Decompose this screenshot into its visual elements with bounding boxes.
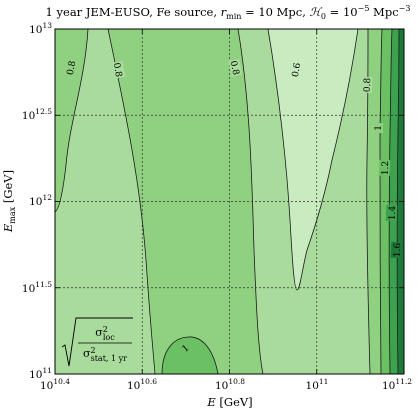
x-tick-label-2: 1010.6 — [127, 377, 157, 392]
y-axis-symbol: E — [1, 223, 15, 233]
y-tick-exp-4: 12.5 — [35, 107, 52, 116]
title-prefix: 1 year JEM-EUSO, Fe source, — [46, 5, 221, 19]
contour-label-right-5: 1.6 — [393, 242, 404, 257]
y-tick-exp-5: 13 — [42, 21, 52, 30]
x-axis-label: E [GeV] — [206, 395, 252, 409]
contour-lines — [55, 29, 400, 374]
x-tick-exp-4: 11 — [319, 377, 329, 386]
chart-title: 1 year JEM-EUSO, Fe source, rmin = 10 Mp… — [46, 4, 411, 21]
y-tick-exp-3: 12 — [42, 193, 52, 202]
num-sup: 2 — [103, 325, 108, 334]
contour-label-right-3: 1.2 — [381, 161, 391, 176]
contour-region-bottom-blob — [162, 336, 218, 374]
contour-line-right-3 — [388, 29, 393, 374]
y-tick-exp-1: 11 — [42, 366, 52, 375]
x-axis-symbol: E — [206, 395, 216, 409]
title-h0-value: = 10 — [326, 5, 358, 19]
y-tick-label-5: 1013 — [29, 21, 52, 36]
contour-line-right-2 — [379, 29, 383, 374]
x-tick-exp-3: 10.8 — [228, 377, 245, 386]
contour-line-central-right — [237, 29, 264, 374]
y-tick-base-5: 10 — [29, 24, 42, 36]
contour-label-right-4: 1.4 — [388, 205, 399, 220]
y-tick-base-3: 10 — [29, 196, 42, 208]
axis-ticks — [54, 28, 405, 375]
sqrt-symbol — [61, 317, 133, 367]
ratio-numerator: σ2 loc — [95, 325, 115, 342]
plot-area — [55, 29, 404, 374]
contour-label-central-left: 0.8 — [111, 62, 123, 78]
contour-line-right-4 — [396, 29, 400, 374]
contour-label-right-2: 1 — [374, 125, 384, 131]
y-axis-sub: max — [8, 206, 17, 223]
x-tick-base-1: 10 — [40, 380, 53, 392]
contour-label-central-right: 0.8 — [228, 60, 241, 76]
y-tick-label-1: 1011 — [29, 366, 52, 381]
den-sigma: σ — [83, 347, 91, 360]
contour-label-left: 0.8 — [66, 60, 78, 76]
title-rmin-symbol: r — [221, 5, 228, 19]
y-tick-label-2: 1011.5 — [22, 280, 52, 295]
x-tick-base-3: 10 — [215, 380, 228, 392]
contour-label-right-1: 0.8 — [363, 77, 374, 92]
y-tick-label-3: 1012 — [29, 193, 52, 208]
ratio-denominator: σ2 stat, 1 yr — [83, 346, 127, 363]
contour-labels: 0.8 0.8 0.8 0.6 0.8 1 1.2 1.4 1.6 1 — [63, 58, 404, 355]
num-sub: loc — [103, 333, 115, 342]
x-tick-label-1: 1010.4 — [40, 377, 70, 392]
title-h0-sub: 0 — [321, 12, 326, 21]
num-sigma: σ — [95, 326, 103, 339]
x-tick-label-3: 1010.8 — [215, 377, 245, 392]
x-tick-labels: 1010.4 1010.6 1010.8 1011 1011.2 — [40, 377, 412, 392]
contour-region-left — [55, 29, 88, 212]
x-tick-base-5: 10 — [382, 380, 395, 392]
grid — [55, 29, 404, 374]
contour-line-light — [267, 29, 359, 291]
title-rmin-value: = 10 Mpc, — [241, 5, 309, 19]
y-axis-unit: [GeV] — [1, 170, 15, 207]
x-axis-unit: [GeV] — [216, 395, 253, 409]
contour-label-light: 0.6 — [291, 62, 303, 78]
title-h0-exponent: −5 — [358, 4, 370, 13]
title-h0-unit-exponent: −3 — [399, 4, 411, 13]
y-tick-label-4: 1012.5 — [22, 107, 52, 122]
contour-line-right-1 — [366, 29, 371, 374]
y-tick-base-4: 10 — [22, 110, 35, 122]
contour-line-bottom-blob — [161, 336, 219, 374]
y-axis-label: Emax [GeV] — [1, 170, 17, 233]
y-tick-exp-2: 11.5 — [35, 280, 52, 289]
contour-line-left — [55, 29, 89, 213]
den-sup: 2 — [91, 346, 96, 355]
title-rmin-sub: min — [226, 12, 241, 21]
den-sub: stat, 1 yr — [91, 354, 128, 363]
y-tick-base-1: 10 — [29, 369, 42, 381]
y-tick-labels: 1011 1011.5 1012 1012.5 1013 — [22, 21, 52, 381]
x-tick-label-5: 1011.2 — [382, 377, 412, 392]
contour-label-bottom-blob: 1 — [181, 343, 192, 354]
x-tick-label-4: 1011 — [306, 377, 329, 392]
x-tick-base-2: 10 — [127, 380, 140, 392]
contour-line-central-left — [107, 29, 156, 374]
x-tick-base-4: 10 — [306, 380, 319, 392]
x-tick-exp-2: 10.6 — [140, 377, 157, 386]
x-tick-exp-5: 11.2 — [395, 377, 412, 386]
title-h0-unit: Mpc — [369, 5, 398, 19]
title-h0-symbol: ℋ — [310, 5, 323, 19]
ratio-annotation: σ2 loc σ2 stat, 1 yr — [61, 317, 133, 367]
y-tick-base-2: 10 — [22, 283, 35, 295]
x-tick-exp-1: 10.4 — [53, 377, 70, 386]
